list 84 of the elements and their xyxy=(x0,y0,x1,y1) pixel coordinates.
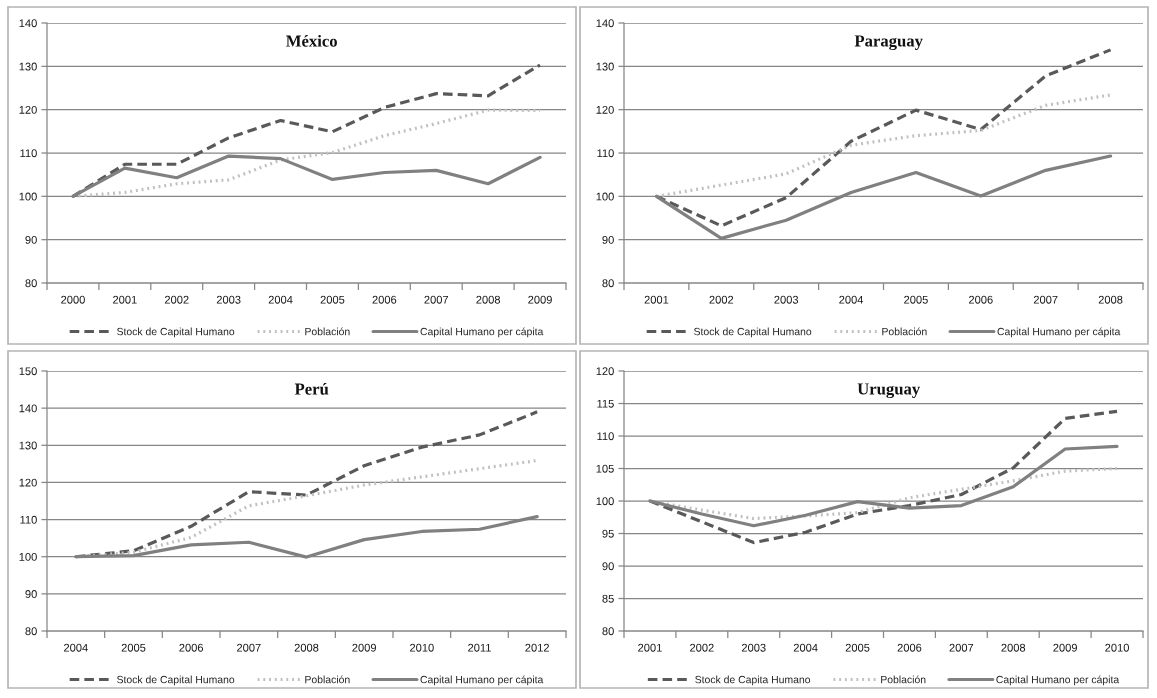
text: Perú xyxy=(294,382,329,395)
y-tick-label: 110 xyxy=(20,515,37,524)
text: Uruguay xyxy=(857,383,921,399)
x-tick-label: 2007 xyxy=(237,643,261,652)
x-tick-label: 2001 xyxy=(644,295,669,304)
y-tick-label: 120 xyxy=(596,105,614,114)
x-tick-label: 2007 xyxy=(1033,295,1058,304)
y-tick-label: 80 xyxy=(25,627,37,636)
x-tick-label: 2006 xyxy=(969,295,993,304)
y-tick-label: 150 xyxy=(19,367,37,376)
y-tick-label: 90 xyxy=(25,235,37,244)
text: Paraguay xyxy=(854,35,923,51)
x-tick-label: 2002 xyxy=(709,295,734,304)
legend-label: Población xyxy=(305,327,350,336)
y-tick-label: 110 xyxy=(597,432,614,441)
legend-label: Capital Humano per cápita xyxy=(996,675,1120,686)
x-tick-label: 2003 xyxy=(216,295,241,304)
legend-label: Stock de Capital Humano xyxy=(694,327,812,338)
x-tick-label: 2001 xyxy=(113,295,137,304)
x-tick-label: 2004 xyxy=(64,643,88,652)
x-tick-label: 2002 xyxy=(690,643,714,652)
x-tick-label: 2005 xyxy=(845,643,870,652)
legend-label: Población xyxy=(882,327,927,336)
x-tick-label: 2003 xyxy=(741,643,766,652)
text: México xyxy=(286,34,337,47)
y-tick-label: 100 xyxy=(596,192,614,201)
x-tick-label: 2006 xyxy=(897,643,922,652)
y-tick-label: 110 xyxy=(20,149,37,158)
y-tick-label: 140 xyxy=(19,404,37,413)
x-tick-label: 2009 xyxy=(352,643,376,652)
legend-label: Población xyxy=(305,675,350,684)
x-tick-label: 2010 xyxy=(1105,643,1129,652)
x-tick-label: 2007 xyxy=(949,643,974,652)
y-tick-label: 90 xyxy=(602,562,614,571)
x-tick-label: 2012 xyxy=(525,643,549,652)
x-tick-label: 2007 xyxy=(424,295,449,304)
x-tick-label: 2008 xyxy=(1098,295,1123,304)
x-tick-label: 2008 xyxy=(294,643,319,652)
y-tick-label: 85 xyxy=(602,594,614,603)
y-tick-label: 90 xyxy=(25,590,37,598)
x-tick-label: 2010 xyxy=(410,643,434,652)
y-tick-label: 130 xyxy=(19,62,37,71)
y-tick-label: 105 xyxy=(596,464,614,473)
x-tick-label: 2001 xyxy=(638,643,662,652)
x-tick-label: 2009 xyxy=(528,295,552,304)
x-tick-label: 2000 xyxy=(61,295,85,304)
y-tick-label: 80 xyxy=(602,279,614,288)
y-tick-label: 130 xyxy=(19,441,37,450)
legend-label: Capital Humano per cápita xyxy=(997,327,1121,338)
x-tick-label: 2011 xyxy=(468,643,491,652)
y-tick-label: 80 xyxy=(602,627,614,636)
y-tick-label: 110 xyxy=(597,149,614,158)
x-tick-label: 2008 xyxy=(1001,643,1026,652)
y-tick-label: 120 xyxy=(596,367,614,376)
y-tick-label: 95 xyxy=(602,529,614,538)
y-tick-label: 80 xyxy=(25,279,37,288)
legend-label: Capital Humano per cápita xyxy=(420,675,544,686)
legend-label: Capital Humano per cápita xyxy=(420,327,544,338)
legend-label: Stock de Capital Humano xyxy=(117,327,235,338)
legend-label: Población xyxy=(881,675,926,684)
legend-label: Stock de Capita Humano xyxy=(695,675,811,686)
y-tick-label: 120 xyxy=(19,105,37,114)
x-tick-label: 2004 xyxy=(839,295,864,304)
y-tick-label: 90 xyxy=(602,235,614,244)
x-tick-label: 2002 xyxy=(164,295,189,304)
y-tick-label: 120 xyxy=(19,478,37,487)
x-tick-label: 2006 xyxy=(179,643,204,652)
x-tick-label: 2005 xyxy=(320,295,345,304)
x-tick-label: 2005 xyxy=(904,295,928,304)
x-tick-label: 2004 xyxy=(793,643,818,652)
y-tick-label: 140 xyxy=(19,19,37,28)
x-tick-label: 2005 xyxy=(121,643,146,652)
y-tick-label: 100 xyxy=(19,552,37,561)
y-tick-label: 130 xyxy=(596,62,614,71)
x-tick-label: 2006 xyxy=(372,295,397,304)
y-tick-label: 100 xyxy=(19,192,37,201)
x-tick-label: 2009 xyxy=(1053,643,1077,652)
y-tick-label: 100 xyxy=(596,497,614,506)
x-tick-label: 2003 xyxy=(774,295,799,304)
x-tick-label: 2004 xyxy=(268,295,293,304)
y-tick-label: 140 xyxy=(596,19,614,28)
legend-label: Stock de Capital Humano xyxy=(117,675,235,686)
x-tick-label: 2008 xyxy=(476,295,501,304)
y-tick-label: 115 xyxy=(597,399,614,408)
